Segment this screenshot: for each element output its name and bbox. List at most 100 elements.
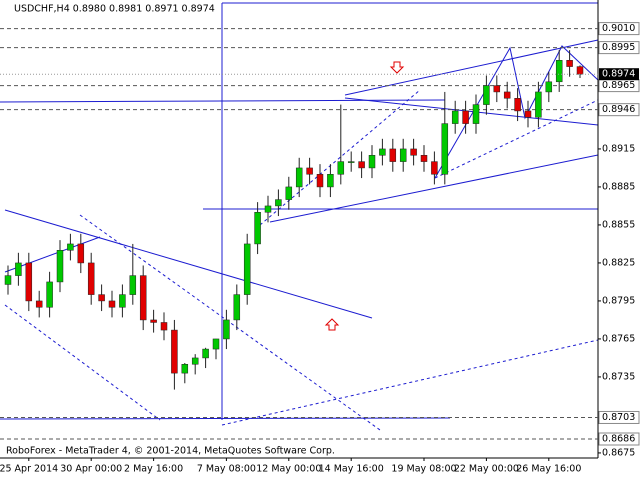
price-label: 0.8974 bbox=[602, 69, 635, 80]
x-tick-label: 26 May 16:00 bbox=[516, 464, 581, 475]
candle-body bbox=[181, 364, 189, 374]
y-tick-label: 0.8795 bbox=[602, 295, 635, 306]
candle-body bbox=[56, 250, 64, 283]
candle-body bbox=[264, 205, 272, 213]
candle-body bbox=[347, 161, 355, 163]
candle-body bbox=[223, 319, 230, 340]
x-tick-label: 2 May 16:00 bbox=[124, 464, 183, 475]
candle-body bbox=[15, 262, 22, 276]
up-arrow bbox=[324, 318, 340, 331]
candle-body bbox=[514, 98, 521, 112]
candle-body bbox=[337, 161, 345, 175]
y-tick-label: 0.8915 bbox=[602, 143, 635, 154]
candle-body bbox=[327, 174, 334, 188]
candle-body bbox=[535, 91, 542, 118]
candle-body bbox=[191, 357, 199, 365]
level-label: 0.8995 bbox=[602, 42, 635, 53]
y-tick-label: 0.8675 bbox=[602, 447, 635, 458]
y-tick-label: 0.8855 bbox=[602, 219, 635, 230]
y-tick-label: 0.8825 bbox=[602, 257, 635, 268]
candle-body bbox=[67, 243, 74, 251]
down-arrow bbox=[389, 61, 405, 74]
candle-body bbox=[160, 322, 168, 331]
trend-line bbox=[4, 209, 373, 319]
candle-body bbox=[358, 161, 365, 169]
candle-body bbox=[87, 262, 95, 295]
trend-line bbox=[269, 154, 599, 223]
dashed-line bbox=[434, 99, 599, 179]
candle-body bbox=[472, 104, 480, 124]
candle-body bbox=[576, 66, 584, 75]
candle-body bbox=[35, 300, 43, 308]
candle-body bbox=[285, 186, 293, 200]
candle-body bbox=[77, 243, 85, 264]
dashed-line bbox=[221, 339, 599, 426]
candle-body bbox=[150, 319, 157, 323]
candle-body bbox=[410, 148, 417, 156]
x-tick-label: 30 Apr 00:00 bbox=[60, 464, 122, 475]
x-tick-label: 14 May 16:00 bbox=[319, 464, 384, 475]
y-tick-label: 0.8735 bbox=[602, 371, 635, 382]
candle-body bbox=[212, 338, 220, 350]
x-tick-label: 19 May 08:00 bbox=[391, 464, 456, 475]
level-label: 0.8703 bbox=[602, 412, 635, 423]
candle-body bbox=[171, 329, 178, 374]
candle-body bbox=[108, 300, 116, 308]
candle-body bbox=[139, 275, 147, 321]
dashed-line bbox=[259, 89, 421, 226]
candle-body bbox=[25, 262, 33, 302]
candle-body bbox=[316, 174, 324, 188]
candle-body bbox=[4, 275, 12, 285]
candle-body bbox=[483, 85, 490, 105]
candle-body bbox=[555, 60, 563, 83]
candle-body bbox=[545, 81, 553, 93]
x-tick-label: 22 May 00:00 bbox=[454, 464, 519, 475]
candle-body bbox=[451, 110, 459, 124]
candle-body bbox=[275, 199, 282, 207]
candle-body bbox=[233, 294, 241, 321]
x-tick-label: 25 Apr 2014 bbox=[0, 464, 58, 475]
candle-body bbox=[441, 123, 449, 175]
candle-body bbox=[243, 243, 251, 295]
candle-body bbox=[399, 148, 407, 162]
candle-body bbox=[431, 161, 438, 175]
footer: RoboForex - MetaTrader 4, © 2001-2014, M… bbox=[6, 446, 335, 457]
candle-body bbox=[295, 167, 303, 188]
level-label: 0.8965 bbox=[602, 80, 635, 91]
candle-body bbox=[493, 85, 501, 93]
candle-body bbox=[119, 294, 126, 308]
level-box bbox=[598, 410, 640, 424]
level-label: 0.9010 bbox=[602, 23, 635, 34]
candle-body bbox=[379, 148, 386, 156]
y-tick-label: 0.8885 bbox=[602, 181, 635, 192]
candle-body bbox=[503, 91, 511, 99]
dashed-line bbox=[4, 304, 161, 421]
price-box bbox=[599, 68, 639, 81]
level-label: 0.8946 bbox=[602, 104, 635, 115]
candle-body bbox=[368, 155, 376, 169]
candle-body bbox=[254, 212, 261, 245]
candle-body bbox=[46, 281, 53, 308]
candle-body bbox=[420, 155, 428, 162]
chart-title: USDCHF,H4 0.8980 0.8981 0.8971 0.8974 bbox=[14, 4, 215, 15]
y-tick-label: 0.8765 bbox=[602, 333, 635, 344]
candle-body bbox=[566, 60, 573, 67]
level-label: 0.8686 bbox=[602, 434, 635, 445]
level-box bbox=[598, 432, 640, 446]
dashed-line bbox=[79, 214, 381, 431]
x-tick-label: 12 May 00:00 bbox=[256, 464, 321, 475]
level-box bbox=[598, 41, 640, 55]
level-box bbox=[598, 103, 640, 117]
level-line bbox=[0, 417, 451, 420]
candle-body bbox=[306, 167, 313, 175]
candle-body bbox=[202, 348, 209, 359]
candle-body bbox=[462, 110, 469, 124]
candle-body bbox=[98, 294, 105, 302]
candle-body bbox=[389, 148, 397, 162]
x-tick-label: 7 May 08:00 bbox=[197, 464, 256, 475]
candle-body bbox=[129, 275, 137, 295]
level-box bbox=[598, 22, 640, 36]
candle-body bbox=[524, 110, 532, 118]
